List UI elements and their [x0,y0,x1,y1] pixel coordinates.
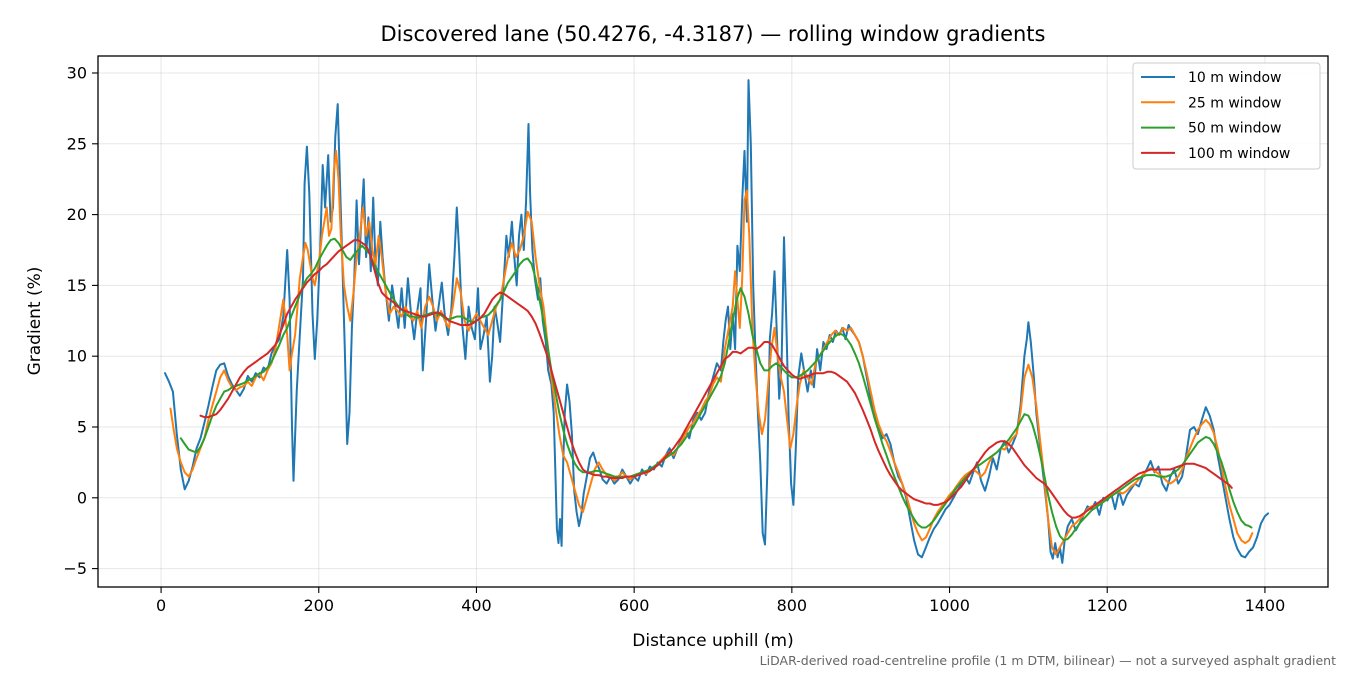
series-line-2 [169,149,1254,556]
legend-label-3: 50 m window [1188,121,1281,137]
y-tick-label: −5 [63,559,87,578]
y-tick-label: 5 [77,417,87,436]
y-axis-ticks: −5 0 5 10 15 20 25 30 [63,63,98,578]
legend-label-4: 100 m window [1188,146,1290,162]
x-tick-label: 1200 [1087,596,1128,615]
x-tick-label: 1400 [1245,596,1286,615]
gridlines [98,56,1328,587]
y-tick-label: 20 [67,205,87,224]
x-axis-ticks: 0 200 400 600 800 1000 1200 1400 [156,587,1285,615]
series-line-3 [179,237,1253,542]
series-line-4 [199,239,1233,519]
series-lines [164,79,1270,564]
footnote: LiDAR-derived road-centreline profile (1… [760,653,1336,668]
y-tick-label: 25 [67,134,87,153]
series-line-1 [164,79,1270,564]
x-axis-label: Distance uphill (m) [632,631,793,651]
x-tick-label: 800 [777,596,808,615]
x-tick-label: 200 [303,596,334,615]
x-tick-label: 400 [461,596,492,615]
chart-title: Discovered lane (50.4276, -4.3187) — rol… [381,22,1046,46]
legend-frame [1132,62,1321,170]
y-tick-label: 15 [67,276,87,295]
x-tick-label: 0 [156,596,166,615]
y-axis-label: Gradient (%) [25,267,45,376]
plot-frame [97,55,1329,588]
y-tick-label: 0 [77,488,87,507]
legend-label-1: 10 m window [1188,70,1281,86]
y-tick-label: 10 [67,347,87,366]
y-tick-label: 30 [67,63,87,82]
legend-label-2: 25 m window [1188,95,1281,111]
x-tick-label: 1000 [929,596,970,615]
x-tick-label: 600 [619,596,650,615]
legend: 10 m window 25 m window 50 m window 100 m w… [1132,62,1321,170]
